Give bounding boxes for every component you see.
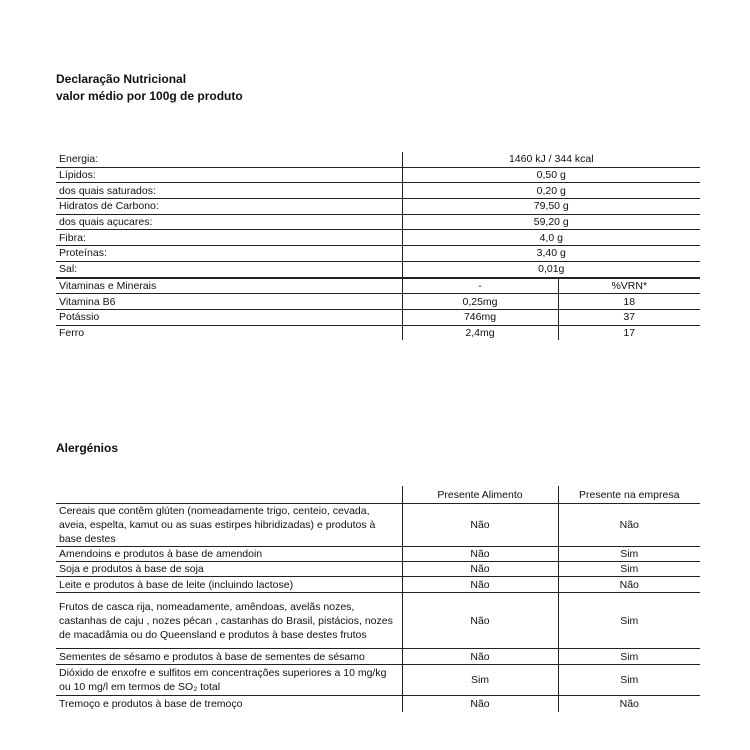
table-cell: 0,01g [401,261,701,279]
table-cell: 79,50 g [401,198,701,215]
table-row: Frutos de casca rija, nomeadamente, amên… [56,592,700,649]
table-row: dos quais açucares: 59,20 g [56,214,701,231]
table-cell: Não [557,576,700,593]
table-cell: Sim [557,664,700,696]
table-cell: 0,50 g [401,167,701,184]
table-cell: Amendoins e produtos à base de amendoin [56,546,402,562]
table-row: Leite e produtos à base de leite (inclui… [56,576,700,593]
table-cell: 18 [557,293,701,310]
table-cell: 1460 kJ / 344 kcal [401,152,701,168]
nutrition-subtitle: valor médio por 100g de produto [56,89,243,103]
table-cell: Hidratos de Carbono: [56,198,402,215]
table-row: Vitamina B6 0,25mg 18 [56,293,701,310]
table-cell: 0,20 g [401,182,701,200]
table-cell: 4,0 g [401,229,701,247]
table-cell: Não [401,576,558,593]
table-row: Fibra: 4,0 g [56,229,701,247]
nutrition-title: Declaração Nutricional [56,72,187,86]
table-cell: Sim [401,664,558,696]
table-cell: Sim [557,648,700,665]
table-cell: Presente na empresa [557,486,700,504]
table-row: Dióxido de enxofre e sulfitos em concent… [56,664,700,696]
table-row: Ferro 2,4mg 17 [56,325,701,341]
table-cell [56,486,402,504]
table-cell: 37 [557,309,701,326]
allergens-table: Presente Alimento Presente na empresa Cere… [56,486,700,712]
table-cell: Proteínas: [56,245,402,262]
allergens-title: Alergénios [56,441,119,455]
table-cell: Vitamina B6 [56,293,402,310]
table-cell: Não [401,695,558,712]
table-cell: Sim [557,546,700,562]
table-cell: dos quais açucares: [56,214,402,231]
table-row: Cereais que contêm glúten (nomeadamente … [56,503,700,547]
table-cell: Presente Alimento [401,486,558,504]
table-row: Amendoins e produtos à base de amendoin N… [56,546,700,562]
table-cell: Não [401,592,558,649]
table-cell: Fibra: [56,229,402,247]
table-row: Hidratos de Carbono: 79,50 g [56,198,701,215]
table-row: Sal: 0,01g [56,261,701,279]
table-cell: Sementes de sésamo e produtos à base de … [56,648,402,665]
table-row: Energia: 1460 kJ / 344 kcal [56,152,701,168]
table-cell: Não [557,695,700,712]
table-row: dos quais saturados: 0,20 g [56,182,701,200]
table-row: Tremoço e produtos à base de tremoço Não N… [56,695,700,712]
table-row: Soja e produtos à base de soja Não Sim [56,561,700,577]
nutrition-table: Energia: 1460 kJ / 344 kcal Lípidos: 0,50 g… [56,152,701,341]
table-cell: Não [401,503,558,547]
table-row: Lípidos: 0,50 g [56,167,701,184]
table-cell: 59,20 g [401,214,701,231]
table-cell: 746mg [401,309,558,326]
header-row: Presente Alimento Presente na empresa [56,486,700,504]
table-cell: Não [401,561,558,577]
table-cell: Potássio [56,309,402,326]
table-cell: Vitaminas e Minerais [56,277,402,295]
table-cell: Não [401,648,558,665]
table-cell: %VRN* [557,277,701,295]
table-cell: Cereais que contêm glúten (nomeadamente … [56,503,402,547]
table-cell: Frutos de casca rija, nomeadamente, amên… [56,592,402,649]
table-cell: Soja e produtos à base de soja [56,561,402,577]
table-cell: 3,40 g [401,245,701,262]
table-cell: Sim [557,561,700,577]
table-row: Proteínas: 3,40 g [56,245,701,262]
table-cell: Energia: [56,152,402,168]
table-cell: 0,25mg [401,293,558,310]
table-cell: Tremoço e produtos à base de tremoço [59,698,243,710]
table-row: Vitaminas e Minerais - %VRN* [56,277,701,295]
table-cell: 2,4mg [401,325,558,341]
table-cell: Lípidos: [56,167,402,184]
table-cell: Ferro [59,326,85,339]
table-cell: Leite e produtos à base de leite (inclui… [56,576,402,593]
table-cell: Não [401,546,558,562]
table-cell: dos quais saturados: [56,182,402,200]
table-cell: Não [557,503,700,547]
table-cell: 17 [557,325,701,341]
table-cell: Sim [557,592,700,649]
table-cell: Sal: [56,261,402,279]
table-cell: Dióxido de enxofre e sulfitos em concent… [56,664,402,696]
table-row: Potássio 746mg 37 [56,309,701,326]
table-row: Sementes de sésamo e produtos à base de … [56,648,700,665]
table-cell: - [401,277,558,295]
